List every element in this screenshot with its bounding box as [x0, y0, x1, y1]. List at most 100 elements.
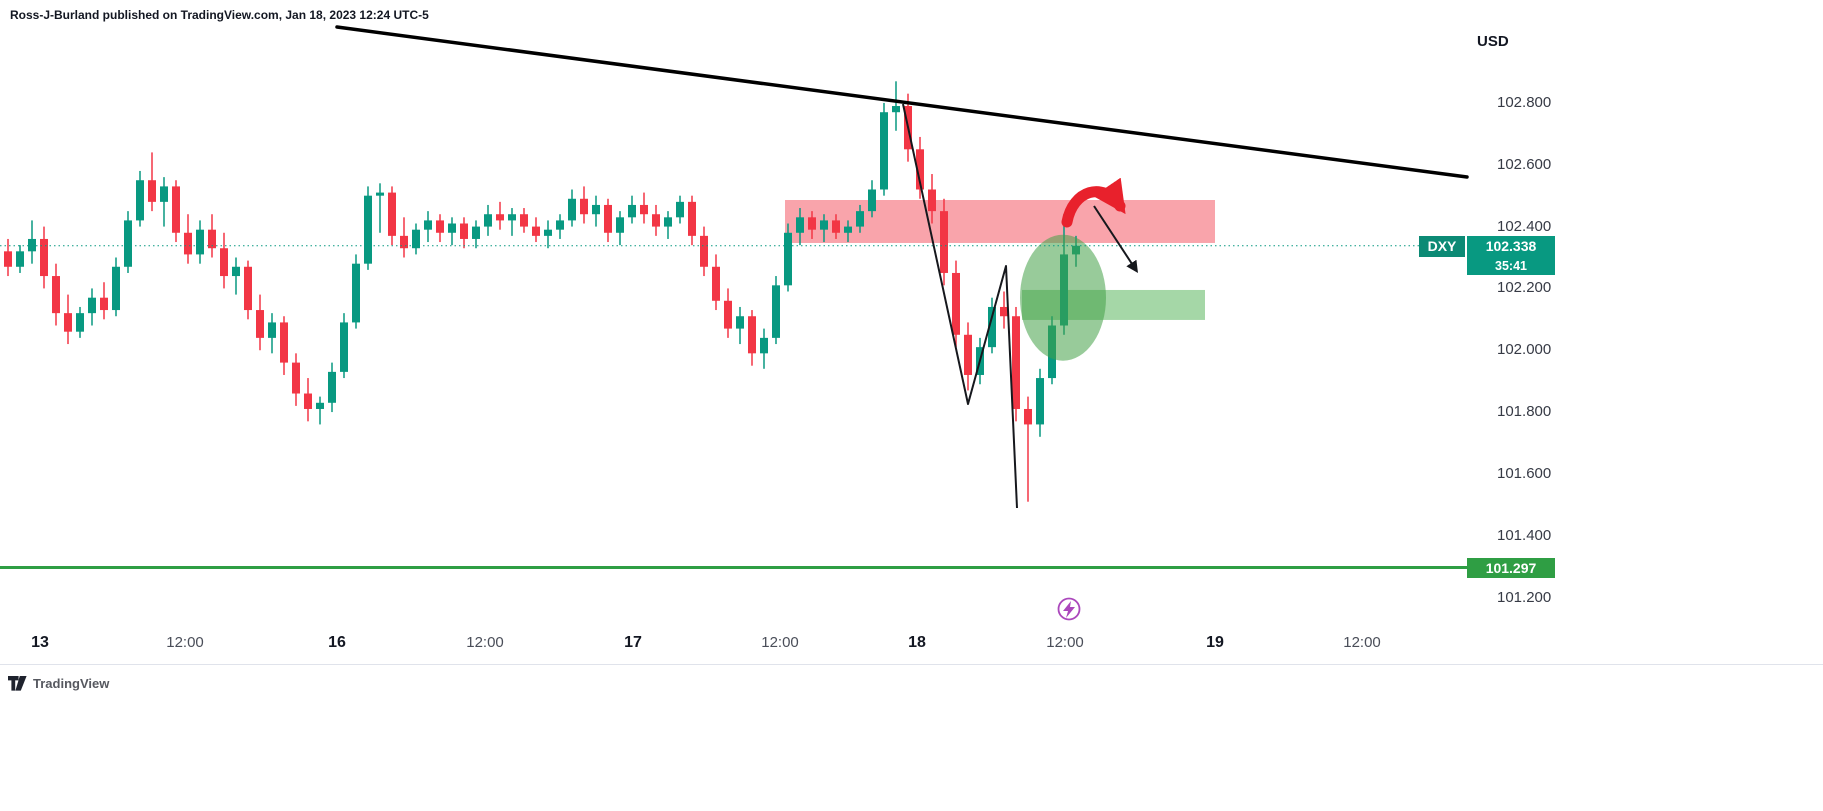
- time-tick-label[interactable]: 12:00: [1046, 634, 1084, 651]
- brand-text: TradingView: [33, 675, 110, 691]
- candle-body: [100, 297, 108, 311]
- candle: [292, 353, 300, 406]
- candle-body: [724, 300, 732, 329]
- candle: [880, 102, 888, 196]
- candle: [844, 220, 852, 243]
- last-price-badge: DXY 102.338: [1419, 235, 1555, 257]
- candle-body: [352, 263, 360, 323]
- candle: [1000, 291, 1008, 329]
- candle-body: [388, 192, 396, 236]
- rejection-arrow[interactable]: [1061, 177, 1126, 228]
- time-tick-label[interactable]: 18: [908, 634, 926, 651]
- candle-body: [472, 226, 480, 239]
- event-icon[interactable]: [1057, 597, 1081, 621]
- candle: [340, 313, 348, 379]
- candle-body: [124, 220, 132, 267]
- price-tick-label[interactable]: 101.200: [1497, 588, 1552, 606]
- candle: [484, 204, 492, 236]
- candle-body: [64, 313, 72, 332]
- candle: [256, 294, 264, 351]
- attribution-text: Ross-J-Burland published on TradingView.…: [10, 8, 429, 22]
- highlight-ellipse: [1020, 234, 1106, 361]
- time-tick-label[interactable]: 12:00: [1343, 634, 1381, 651]
- candle: [916, 136, 924, 199]
- candle: [640, 192, 648, 224]
- candles-layer: [4, 81, 1080, 502]
- time-tick-label[interactable]: 12:00: [166, 634, 204, 651]
- time-tick-label[interactable]: 12:00: [761, 634, 799, 651]
- projection-arrow[interactable]: [1093, 205, 1138, 274]
- candle-body: [1036, 378, 1044, 425]
- candle: [580, 186, 588, 224]
- chart-canvas[interactable]: [0, 0, 1492, 630]
- candle: [724, 288, 732, 338]
- candle-body: [184, 232, 192, 255]
- candle: [448, 217, 456, 246]
- candle: [52, 263, 60, 326]
- price-tick-label[interactable]: 101.600: [1497, 464, 1552, 482]
- candle-body: [508, 214, 516, 221]
- chart-svg[interactable]: [0, 0, 1492, 630]
- price-tick-label[interactable]: 102.600: [1497, 155, 1552, 173]
- candle-body: [664, 217, 672, 227]
- candle: [520, 208, 528, 233]
- time-tick-label[interactable]: 12:00: [466, 634, 504, 651]
- candle: [376, 183, 384, 233]
- candle: [556, 214, 564, 239]
- candle: [64, 294, 72, 345]
- price-tick-label[interactable]: 101.400: [1497, 526, 1552, 544]
- candle: [952, 260, 960, 348]
- time-tick-label[interactable]: 13: [31, 634, 49, 651]
- candle-body: [700, 235, 708, 267]
- candle: [280, 316, 288, 375]
- candle: [700, 226, 708, 277]
- candle-body: [364, 195, 372, 264]
- candle: [88, 288, 96, 326]
- price-tick-label[interactable]: 102.400: [1497, 217, 1552, 235]
- candle-body: [412, 229, 420, 249]
- candle-body: [436, 220, 444, 233]
- candle: [436, 214, 444, 243]
- tradingview-logo[interactable]: TradingView: [8, 671, 109, 695]
- candle: [532, 217, 540, 243]
- candle: [352, 254, 360, 329]
- projection-zigzag[interactable]: [902, 103, 1018, 509]
- candle: [148, 152, 156, 212]
- lightning-bolt-icon: [1063, 601, 1075, 618]
- candle: [604, 198, 612, 243]
- candle: [364, 186, 372, 270]
- candle-body: [892, 106, 900, 113]
- time-tick-label[interactable]: 16: [328, 634, 346, 651]
- candle-body: [76, 313, 84, 332]
- candle-body: [1024, 408, 1032, 425]
- price-tick-label[interactable]: 101.800: [1497, 403, 1552, 421]
- candle-body: [208, 229, 216, 249]
- candle-body: [448, 223, 456, 233]
- candle: [388, 186, 396, 246]
- price-tick-label[interactable]: 102.200: [1497, 279, 1552, 297]
- candle-body: [688, 201, 696, 236]
- time-tick-label[interactable]: 19: [1206, 634, 1224, 651]
- candle: [940, 198, 948, 286]
- candle: [400, 217, 408, 258]
- candle: [820, 214, 828, 243]
- candle-body: [844, 226, 852, 233]
- candle: [964, 322, 972, 391]
- candle-body: [760, 337, 768, 354]
- candle-body: [928, 189, 936, 212]
- descending-trendline[interactable]: [335, 25, 1469, 179]
- candle-body: [268, 322, 276, 338]
- candle-body: [88, 297, 96, 314]
- candle: [748, 310, 756, 366]
- candle: [184, 214, 192, 264]
- price-tick-label[interactable]: 102.000: [1497, 341, 1552, 359]
- candle: [4, 238, 12, 277]
- price-tick-label[interactable]: 102.800: [1497, 93, 1552, 111]
- candle: [544, 220, 552, 249]
- candle-body: [796, 217, 804, 233]
- time-tick-label[interactable]: 17: [624, 634, 642, 651]
- candle-body: [784, 232, 792, 286]
- candle-body: [52, 276, 60, 314]
- candle: [100, 282, 108, 320]
- candle: [928, 174, 936, 224]
